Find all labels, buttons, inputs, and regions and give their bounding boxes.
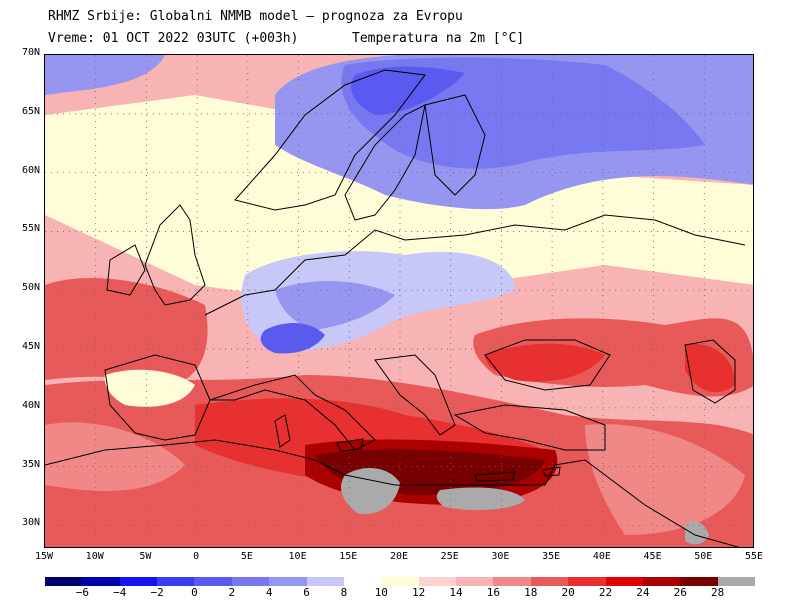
lon-label: 55E [744, 551, 764, 562]
field-alps-cold [260, 323, 325, 354]
colorbar-segment [680, 577, 719, 586]
colorbar-segment [381, 577, 420, 586]
field-black-sea-hot [485, 343, 605, 382]
colorbar-segment [269, 577, 308, 586]
lon-label: 50E [694, 551, 713, 562]
colorbar-label: 14 [449, 586, 463, 599]
field-middle-east-warm [585, 424, 745, 535]
lon-label: 5E [240, 551, 253, 562]
coast-cyprus [542, 466, 561, 477]
colorbar-segment [343, 577, 382, 586]
colorbar-segment [157, 577, 195, 586]
colorbar-label: 18 [524, 586, 538, 599]
map-title: RHMZ Srbije: Globalni NMMB model — progn… [48, 9, 463, 24]
coast-crete [474, 471, 516, 482]
colorbar-label: 16 [486, 586, 501, 599]
field-gray-west [341, 468, 400, 515]
map-canvas [45, 55, 753, 547]
lat-label: 60N [21, 164, 40, 176]
coast-north-africa [45, 439, 740, 547]
colorbar-label: 20 [561, 586, 575, 599]
field-gray-east [436, 487, 525, 511]
coast-turkey [453, 404, 606, 451]
colorbar-label: 0 [191, 586, 198, 599]
colorbar-label: 26 [673, 586, 687, 599]
lon-label: 20E [389, 551, 409, 562]
colorbar-label: 6 [303, 586, 310, 599]
lon-label: 35E [542, 551, 561, 562]
colorbar-label: 10 [374, 586, 388, 599]
lon-label: 45E [643, 551, 662, 562]
coast-finland [424, 94, 486, 196]
colorbar-segment [605, 577, 644, 586]
field-cream-band [45, 95, 753, 305]
colorbar-segment [568, 577, 607, 586]
lat-label: 30N [21, 517, 40, 529]
colorbar-label: 28 [711, 586, 725, 599]
coast-norway [234, 69, 426, 211]
colorbar-segment [717, 577, 756, 586]
colorbar-segment [45, 577, 83, 586]
field-norway-cold [351, 66, 465, 115]
colorbar-segment [456, 577, 494, 586]
coast-balkans [374, 354, 456, 436]
coast-north-europe [204, 214, 746, 316]
lat-label: 65N [21, 105, 40, 117]
coast-ireland [106, 244, 146, 296]
coast-iberia [104, 354, 211, 441]
colorbar-label: 24 [636, 586, 650, 599]
colorbar-segment [231, 577, 270, 586]
colorbar-label: 4 [265, 586, 273, 599]
lon-label: 10W [85, 551, 104, 562]
colorbar-segment [82, 577, 121, 586]
colorbar-segment [493, 577, 532, 586]
colorbar-label: −6 [75, 586, 89, 599]
field-iberia-cool [104, 369, 195, 407]
lat-label: 70N [21, 47, 40, 58]
colorbar-segment [418, 577, 457, 586]
field-caspian-hot [685, 344, 735, 393]
temperature-map [44, 54, 754, 548]
lon-label: 10E [288, 551, 307, 562]
lat-label: 40N [21, 399, 40, 411]
coast-italy-france [209, 374, 376, 451]
lat-label: 50N [21, 282, 40, 294]
lon-label: 5W [139, 551, 152, 562]
colorbar-segment [642, 577, 681, 586]
coastlines [45, 69, 746, 547]
colorbar-label: 22 [598, 586, 613, 599]
forecast-time: Vreme: 01 OCT 2022 03UTC (+003h) [48, 31, 299, 46]
coast-sweden [344, 104, 426, 221]
field-gray-persian [685, 521, 709, 545]
lon-label: 0 [193, 551, 200, 562]
lat-label: 55N [21, 223, 40, 235]
coast-black-sea [484, 339, 611, 391]
variable-label: Temperatura na 2m [°C] [352, 31, 525, 46]
colorbar-segment [119, 577, 158, 586]
coast-sardinia [274, 414, 291, 448]
lon-label: 25E [440, 551, 459, 562]
lon-label: 30E [491, 551, 510, 562]
lat-label: 35N [21, 458, 40, 470]
coast-great-britain [144, 204, 206, 306]
colorbar-segment [194, 577, 233, 586]
field-germany-cold [275, 280, 395, 330]
colorbar [45, 577, 756, 586]
colorbar-label: 2 [228, 586, 236, 599]
colorbar-label: 8 [340, 586, 348, 599]
graticule [45, 55, 753, 547]
coast-sicily [336, 438, 364, 452]
colorbar-segment [530, 577, 569, 586]
colorbar-label: −2 [150, 586, 164, 599]
lon-label: 15E [339, 551, 358, 562]
lon-label: 15W [34, 551, 54, 562]
colorbar-segment [306, 577, 345, 586]
lon-label: 40E [592, 551, 611, 562]
lat-label: 45N [21, 341, 40, 353]
colorbar-label: 12 [412, 586, 426, 599]
colorbar-label: −4 [113, 586, 127, 599]
field-morocco-warm [45, 422, 185, 491]
coast-caspian [684, 339, 736, 404]
field-iceland-sea-cool [45, 55, 165, 95]
